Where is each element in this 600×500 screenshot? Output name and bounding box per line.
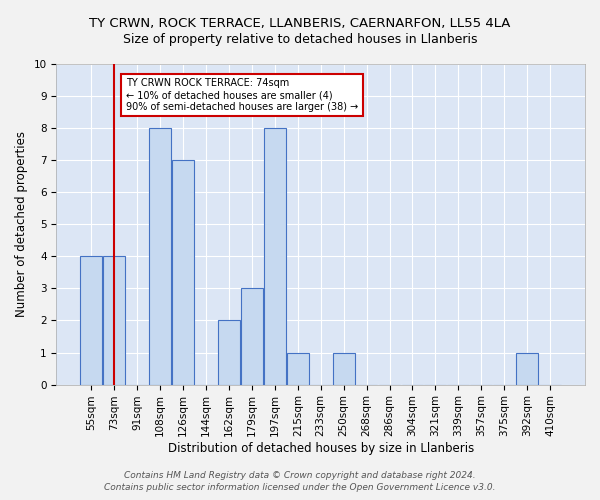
Bar bbox=[287, 352, 308, 384]
Bar bbox=[241, 288, 263, 384]
X-axis label: Distribution of detached houses by size in Llanberis: Distribution of detached houses by size … bbox=[167, 442, 474, 455]
Y-axis label: Number of detached properties: Number of detached properties bbox=[15, 132, 28, 318]
Text: Contains HM Land Registry data © Crown copyright and database right 2024.
Contai: Contains HM Land Registry data © Crown c… bbox=[104, 470, 496, 492]
Text: TY CRWN, ROCK TERRACE, LLANBERIS, CAERNARFON, LL55 4LA: TY CRWN, ROCK TERRACE, LLANBERIS, CAERNA… bbox=[89, 18, 511, 30]
Bar bbox=[149, 128, 171, 384]
Text: TY CRWN ROCK TERRACE: 74sqm
← 10% of detached houses are smaller (4)
90% of semi: TY CRWN ROCK TERRACE: 74sqm ← 10% of det… bbox=[126, 78, 358, 112]
Bar bbox=[264, 128, 286, 384]
Bar bbox=[218, 320, 240, 384]
Bar bbox=[80, 256, 102, 384]
Bar bbox=[516, 352, 538, 384]
Bar bbox=[103, 256, 125, 384]
Bar bbox=[333, 352, 355, 384]
Bar bbox=[172, 160, 194, 384]
Text: Size of property relative to detached houses in Llanberis: Size of property relative to detached ho… bbox=[123, 32, 477, 46]
